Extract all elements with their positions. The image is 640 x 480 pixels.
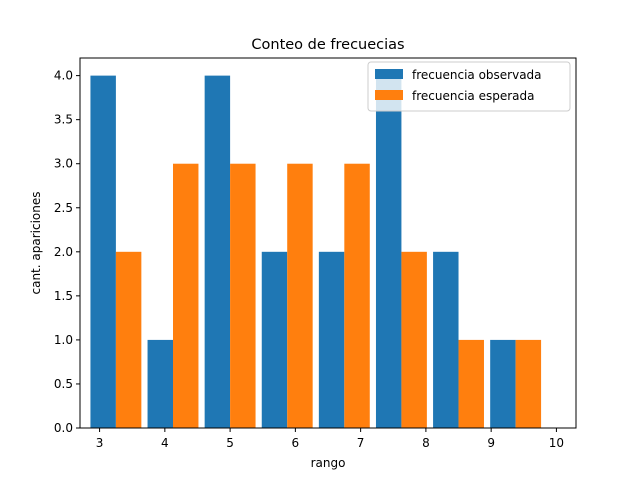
x-tick-label: 8 (422, 436, 430, 450)
bar-s2-3 (230, 163, 256, 428)
x-axis-title: rango (311, 456, 346, 470)
bar-s1-1 (90, 75, 116, 428)
x-tick-label: 10 (549, 436, 564, 450)
x-tick-label: 3 (96, 436, 104, 450)
y-tick-label: 2.0 (54, 245, 73, 259)
legend-swatch-1 (375, 69, 403, 79)
bar-s2-1 (115, 251, 142, 428)
bar-s1-8 (490, 339, 516, 428)
bar-s2-2 (173, 163, 199, 428)
x-tick-label: 5 (226, 436, 234, 450)
y-tick-label: 3.5 (54, 113, 73, 127)
plot-frame (79, 57, 577, 429)
y-tick-label: 0.5 (54, 377, 73, 391)
y-tick-label: 2.5 (54, 201, 73, 215)
x-tick-label: 6 (292, 436, 300, 450)
x-axis: 3 4 5 6 7 8 9 10 (96, 428, 564, 450)
y-axis-title: cant. apariciones (29, 192, 43, 295)
legend: frecuencia observada frecuencia esperada (367, 61, 571, 112)
x-tick-label: 9 (487, 436, 495, 450)
legend-swatch-2 (375, 90, 403, 100)
bar-s1-2 (147, 339, 173, 428)
bar-s2-5 (344, 163, 370, 428)
y-tick-label: 4.0 (54, 69, 73, 83)
y-tick-label: 1.5 (54, 289, 73, 303)
legend-label-2: frecuencia esperada (412, 89, 534, 103)
chart-title: Conteo de frecuecias (251, 37, 404, 53)
x-tick-label: 7 (357, 436, 365, 450)
y-axis: 0.0 0.5 1.0 1.5 2.0 2.5 3.0 3.5 4.0 (54, 69, 80, 435)
bar-s1-5 (318, 251, 345, 428)
bar-s1-6 (375, 75, 402, 428)
y-tick-label: 1.0 (54, 333, 73, 347)
x-tick-label: 4 (161, 436, 169, 450)
y-tick-label: 0.0 (54, 421, 73, 435)
bar-s2-6 (401, 251, 427, 428)
bar-s1-3 (204, 75, 231, 428)
y-tick-label: 3.0 (54, 157, 73, 171)
bar-s2-8 (515, 339, 542, 428)
bar-s1-4 (261, 251, 288, 428)
bar-s2-4 (287, 163, 313, 428)
bar-s1-7 (433, 251, 459, 428)
bar-s2-7 (458, 339, 484, 428)
legend-label-1: frecuencia observada (412, 68, 542, 82)
legend-box (367, 61, 571, 112)
bars-layer (90, 75, 542, 428)
